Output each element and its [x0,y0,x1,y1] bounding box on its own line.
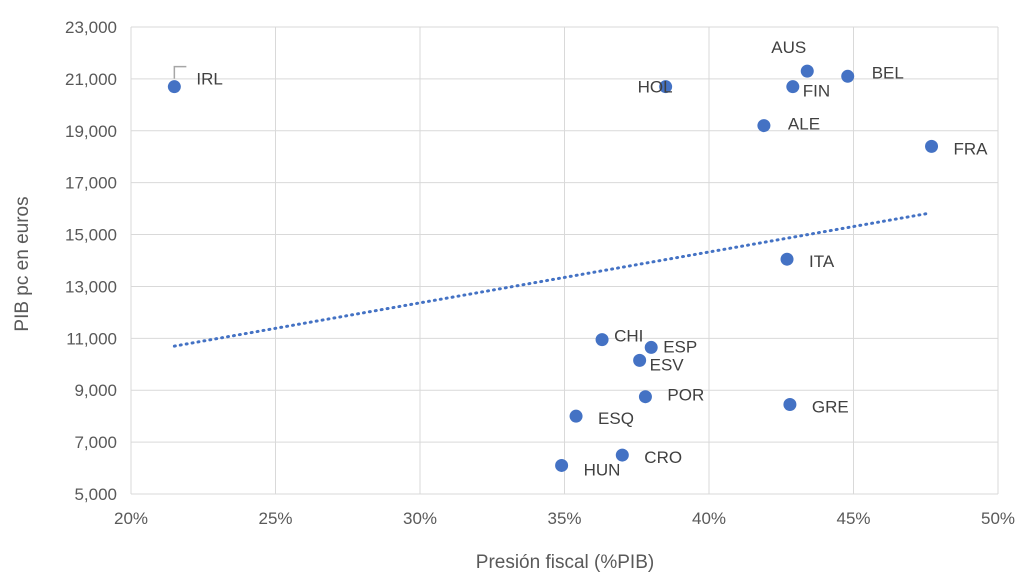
y-tick-label: 9,000 [74,381,117,400]
data-point [638,390,652,404]
y-axis-title: PIB pc en euros [12,196,33,331]
data-point [633,353,647,367]
trendline [172,212,928,348]
x-tick-label: 20% [114,509,148,528]
data-label: ESV [650,355,685,374]
data-point [644,340,658,354]
y-tick-label: 23,000 [65,18,117,37]
data-label: HOL [638,78,673,97]
x-tick-label: 35% [547,509,581,528]
data-point [783,397,797,411]
data-point [757,119,771,133]
data-point [615,448,629,462]
data-label: HUN [584,460,621,479]
x-tick-label: 30% [403,509,437,528]
y-tick-label: 21,000 [65,70,117,89]
y-tick-label: 13,000 [65,277,117,296]
x-tick-label: 25% [258,509,292,528]
trendline-layer [172,212,928,348]
data-point [800,64,814,78]
data-point [925,139,939,153]
data-label: BEL [872,63,904,82]
data-point [595,333,609,347]
data-point [780,252,794,266]
data-point [659,80,673,94]
data-label: CRO [644,448,682,467]
data-label: GRE [812,397,849,416]
x-axis-ticks: 20% 25% 30% 35% 40% 45% 50% [114,509,1015,528]
y-tick-label: 17,000 [65,174,117,193]
data-point [569,409,583,423]
x-tick-label: 40% [692,509,726,528]
y-tick-label: 5,000 [74,485,117,504]
y-tick-label: 19,000 [65,122,117,141]
data-label: AUS [771,38,806,57]
data-label: ESP [663,337,697,356]
data-point [786,80,800,94]
x-tick-label: 45% [836,509,870,528]
data-label: FIN [803,82,830,101]
leader-line [173,65,187,79]
data-point [841,69,855,83]
data-label: ESQ [598,409,634,428]
data-label: POR [667,386,704,405]
x-axis-title: Presión fiscal (%PIB) [476,552,654,573]
data-label: ALE [788,115,820,134]
data-points [167,64,939,472]
data-label: IRL [196,70,222,89]
y-tick-label: 11,000 [66,329,117,348]
gridlines [130,26,999,495]
data-label: ITA [809,252,835,271]
y-tick-label: 15,000 [65,226,117,245]
data-label: FRA [954,139,989,158]
y-tick-label: 7,000 [74,433,117,452]
data-label: CHI [614,327,643,346]
data-point [555,458,569,472]
y-axis-ticks: 5,000 7,000 9,000 11,000 13,000 15,000 17,000 1… [65,18,117,504]
data-point [167,80,181,94]
x-tick-label: 50% [981,509,1015,528]
